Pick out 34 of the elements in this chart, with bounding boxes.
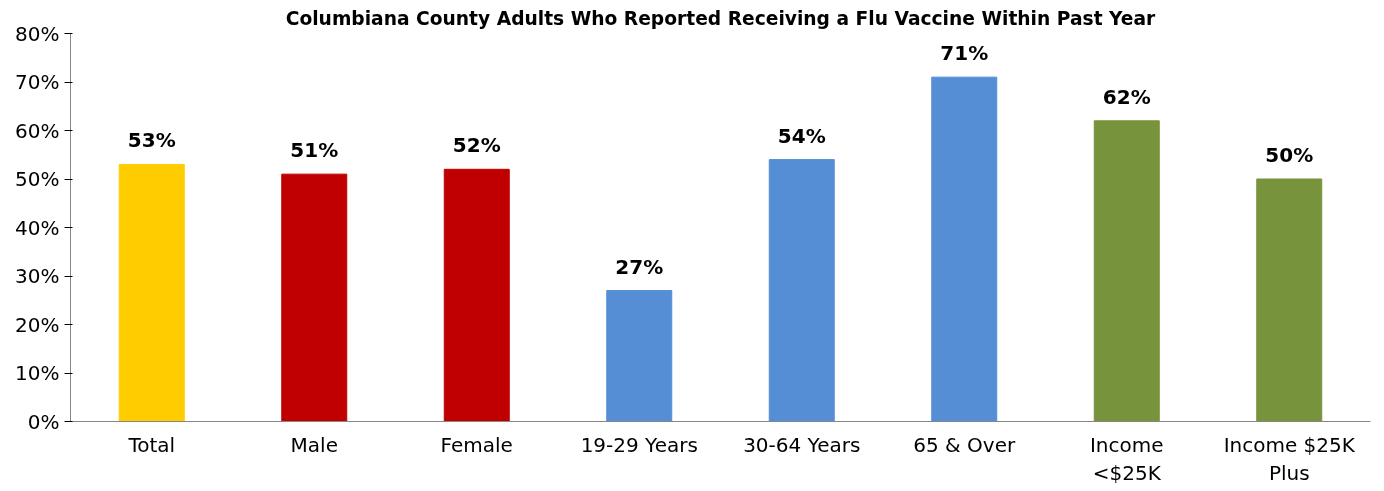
bar [1256, 178, 1323, 422]
y-tick-label: 70% [15, 70, 60, 94]
x-tick-label: 65 & Over [913, 432, 1016, 457]
y-tick-label: 60% [15, 118, 60, 143]
data-label: 27% [615, 254, 664, 279]
data-label: 51% [290, 138, 339, 163]
x-tick-label: Female [440, 432, 513, 457]
data-label: 71% [940, 41, 989, 66]
data-label: 53% [127, 128, 176, 153]
x-tick-label: Male [290, 432, 338, 457]
bar [768, 159, 835, 422]
bar [931, 76, 998, 422]
y-tick-label: 80% [15, 21, 60, 46]
y-tick-label: 10% [15, 361, 60, 385]
chart-title: Columbiana County Adults Who Reported Receiving a Flu Vaccine Within Past Year [285, 7, 1157, 29]
y-tick-label: 20% [15, 312, 60, 337]
bar [118, 163, 185, 422]
data-label: 62% [1102, 84, 1151, 109]
data-label: 50% [1265, 143, 1314, 167]
x-tick-label: 19-29 Years [580, 432, 698, 457]
bar [1093, 120, 1160, 422]
data-label: 52% [452, 133, 501, 158]
y-tick-label: 0% [27, 409, 60, 434]
bar [443, 168, 510, 422]
y-tick-label: 30% [15, 264, 60, 288]
data-label: 54% [777, 123, 826, 148]
x-tick-label: Income $25K Plus [1223, 432, 1356, 486]
bar [606, 290, 673, 422]
y-tick-label: 50% [15, 167, 60, 191]
x-tick-label: Total [127, 432, 176, 457]
x-tick-label: Income <$25K [1089, 432, 1164, 486]
y-tick-label: 40% [15, 215, 60, 240]
bar [281, 173, 348, 422]
x-tick-label: 30-64 Years [743, 432, 861, 457]
